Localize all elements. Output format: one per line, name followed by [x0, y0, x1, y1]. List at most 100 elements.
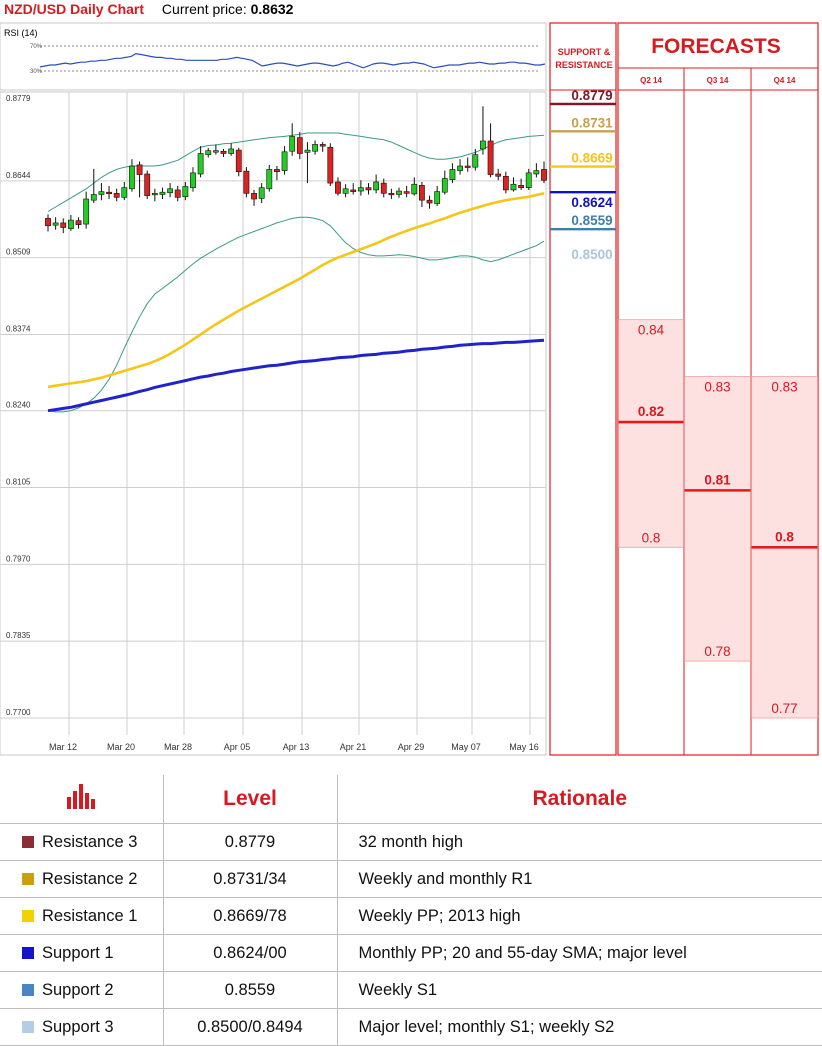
- price-panel: 0.8779 0.8644 0.8509 0.8374 0.8240 0.8105 0.79…: [0, 91, 547, 756]
- levels-table: Level Rationale Resistance 3 0.8779 32 mon…: [0, 775, 822, 1046]
- rsi-panel: RSI (14) 70% 30%: [0, 22, 547, 91]
- rsi-label: RSI (14): [4, 28, 38, 38]
- candle-body: [251, 193, 257, 200]
- forecast-high-value: 0.83: [704, 380, 730, 395]
- rsi-tick-70: 70%: [30, 44, 43, 50]
- forecast-low-value: 0.77: [771, 701, 797, 716]
- level-name-cell: Resistance 1: [0, 897, 164, 935]
- forecasts-panel: FORECASTS Q2 14 0.84 0.82 0.8 Q3 14 0.83 0.81 0…: [617, 22, 819, 756]
- candle-body: [83, 198, 90, 225]
- candle-body: [289, 136, 296, 152]
- candle-body: [365, 187, 372, 191]
- level-rationale: Weekly S1: [336, 971, 822, 1009]
- candle-body: [205, 150, 212, 155]
- level-name-cell: Support 1: [0, 934, 164, 972]
- table-row: Resistance 3 0.8779 32 month high: [0, 823, 822, 861]
- current-price-value: 0.8632: [250, 1, 294, 17]
- forecast-mid-value: 0.81: [704, 472, 731, 487]
- table-header-rationale: Rationale: [336, 775, 822, 824]
- candle-body: [75, 220, 82, 225]
- level-color-swatch: [22, 872, 34, 885]
- candle-body: [396, 190, 402, 195]
- candle-body: [129, 165, 135, 190]
- levels-table-body: Resistance 3 0.8779 32 month high Resistanc…: [0, 823, 822, 1046]
- level-color-swatch: [22, 983, 34, 996]
- level-value: 0.8779: [162, 823, 338, 861]
- level-rationale: Weekly and monthly R1: [336, 860, 822, 898]
- candle-body: [312, 144, 318, 152]
- chart-area: RSI (14) 70% 30% 0.87790.86440.85090.837…: [0, 22, 819, 756]
- candle-body: [220, 150, 227, 154]
- level-value: 0.8500/0.8494: [162, 1008, 338, 1046]
- level-name: Resistance 2: [42, 869, 138, 888]
- forecast-mid-value: 0.82: [638, 404, 664, 419]
- forecast-range-box: [684, 376, 751, 662]
- y-tick-label: 0.7700: [6, 708, 31, 717]
- candle-body: [327, 146, 334, 184]
- candle-body: [426, 199, 433, 204]
- grid: [0, 92, 546, 735]
- level-name: Resistance 3: [42, 832, 138, 851]
- sr-level-value: 0.8624: [571, 195, 613, 210]
- level-name: Support 1: [42, 943, 114, 962]
- candle-body: [235, 149, 242, 173]
- candle-body: [228, 148, 235, 154]
- sr-levels: 0.8779 0.8731 0.8669 0.8624 0.8559 0.8500: [550, 88, 616, 262]
- sr-level-value: 0.8500: [571, 247, 612, 262]
- level-color-swatch: [22, 909, 34, 922]
- candles: [45, 106, 547, 234]
- candle-body: [495, 173, 502, 177]
- y-tick-label: 0.8374: [6, 324, 31, 333]
- y-tick-label: 0.8509: [6, 248, 31, 257]
- x-tick-label: Mar 12: [49, 742, 77, 752]
- x-tick-label: May 16: [509, 742, 539, 752]
- level-rationale: Weekly PP; 2013 high: [336, 897, 822, 935]
- candle-body: [510, 183, 517, 191]
- forecast-high-value: 0.84: [638, 323, 665, 338]
- forecast-mid-value: 0.8: [775, 529, 794, 544]
- x-axis: Mar 12 Mar 20 Mar 28 Apr 05 Apr 13 Apr 21 Apr …: [49, 742, 539, 752]
- forecast-range-box: [618, 319, 684, 548]
- sma55-line: [47, 192, 545, 389]
- level-name: Resistance 1: [42, 906, 138, 925]
- candle-body: [487, 140, 494, 175]
- x-tick-label: Apr 05: [224, 742, 251, 752]
- candle-body: [45, 218, 51, 227]
- candle-body: [449, 169, 456, 180]
- forecast-high-value: 0.83: [771, 380, 797, 395]
- candle-body: [419, 185, 425, 201]
- y-axis: 0.8779 0.8644 0.8509 0.8374 0.8240 0.8105 0.79…: [6, 94, 31, 717]
- level-value: 0.8731/34: [162, 860, 338, 898]
- chart-header: NZD/USD Daily Chart Current price: 0.863…: [4, 1, 293, 21]
- candle-body: [274, 169, 280, 173]
- candle-body: [98, 191, 105, 195]
- bar-chart-icon: [67, 784, 96, 809]
- forecast-quarter-label: Q2 14: [640, 76, 662, 85]
- level-name: Support 3: [42, 1017, 114, 1036]
- level-color-swatch: [22, 1020, 34, 1033]
- y-tick-label: 0.7835: [6, 631, 31, 640]
- table-row: Resistance 1 0.8669/78 Weekly PP; 2013 hig…: [0, 897, 822, 935]
- candle-body: [541, 169, 547, 181]
- candle-body: [258, 187, 265, 199]
- candle-body: [174, 189, 181, 198]
- candle-body: [90, 194, 97, 201]
- level-rationale: Major level; monthly S1; weekly S2: [336, 1008, 822, 1046]
- level-color-swatch: [22, 946, 34, 959]
- level-name-cell: Resistance 3: [0, 823, 164, 861]
- candle-body: [121, 187, 128, 198]
- candle-body: [113, 193, 120, 198]
- candle-body: [335, 181, 341, 194]
- y-tick-label: 0.8779: [6, 94, 31, 103]
- y-tick-label: 0.8644: [6, 171, 31, 180]
- sma200-line: [47, 338, 545, 413]
- candle-body: [243, 170, 250, 194]
- candle-body: [212, 150, 219, 153]
- candle-body: [159, 191, 166, 195]
- candle-body: [380, 182, 387, 194]
- candle-body: [296, 137, 303, 154]
- candle-body: [60, 222, 67, 228]
- candle-body: [350, 189, 357, 192]
- candle-body: [106, 191, 112, 195]
- candle-body: [480, 140, 486, 150]
